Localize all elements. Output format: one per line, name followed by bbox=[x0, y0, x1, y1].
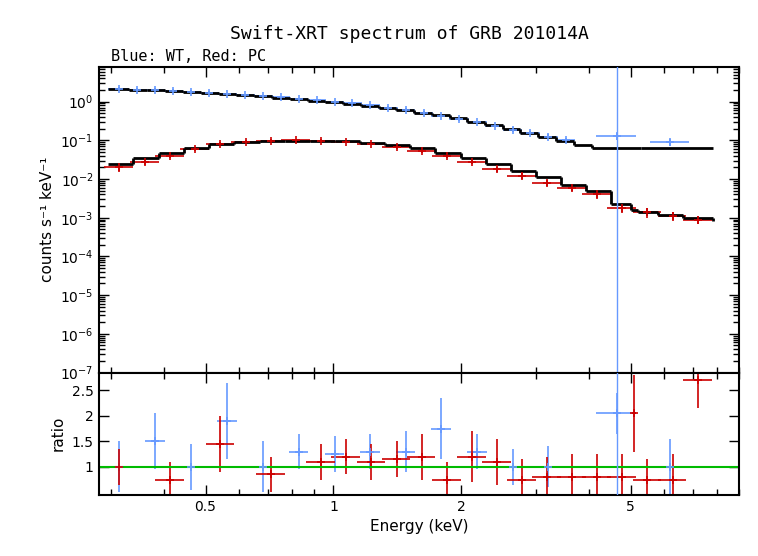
Y-axis label: counts s⁻¹ keV⁻¹: counts s⁻¹ keV⁻¹ bbox=[39, 157, 55, 282]
Text: Swift-XRT spectrum of GRB 201014A: Swift-XRT spectrum of GRB 201014A bbox=[230, 25, 589, 43]
X-axis label: Energy (keV): Energy (keV) bbox=[370, 519, 468, 534]
Text: Blue: WT, Red: PC: Blue: WT, Red: PC bbox=[111, 49, 267, 63]
Y-axis label: ratio: ratio bbox=[51, 416, 66, 451]
